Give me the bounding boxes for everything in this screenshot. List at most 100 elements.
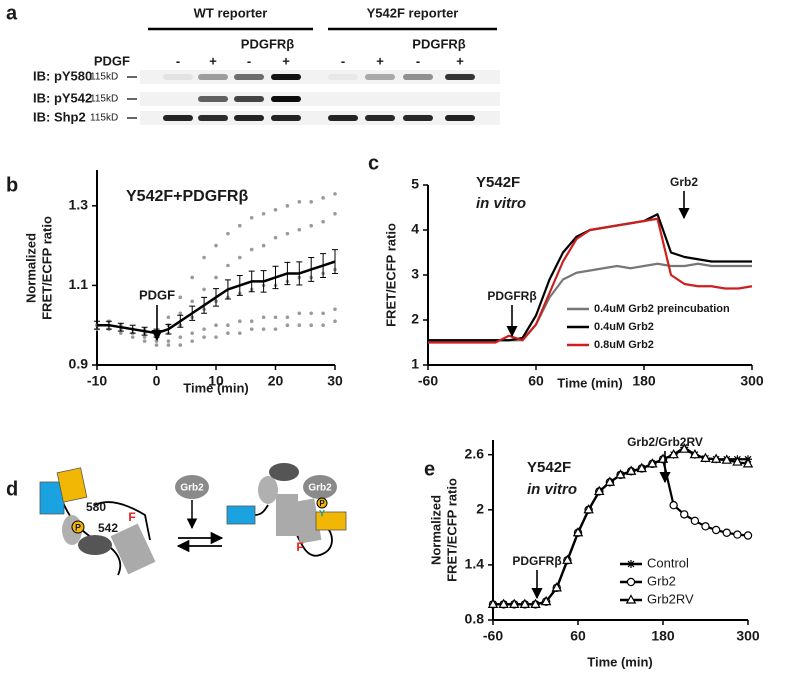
error-bar — [308, 257, 315, 282]
point — [142, 335, 147, 339]
treatment-label: PDGF — [94, 53, 130, 68]
point — [261, 315, 266, 320]
legend-label: Control — [647, 555, 689, 570]
point — [261, 211, 266, 216]
x-axis-label: Time (min) — [587, 654, 653, 669]
lane-sign: + — [376, 53, 384, 68]
point — [226, 323, 230, 328]
point — [669, 501, 678, 510]
x-tick-label: 0 — [153, 373, 161, 389]
band — [271, 74, 301, 80]
size-label: 115kD — [90, 94, 118, 105]
band — [328, 74, 358, 80]
group-label: Y542F reporter — [367, 5, 459, 20]
y-tick-label: 0.8 — [465, 611, 485, 627]
point — [572, 527, 584, 537]
error-bar — [165, 323, 172, 335]
point — [625, 465, 637, 475]
point — [722, 528, 731, 537]
point — [273, 235, 278, 240]
point — [273, 207, 278, 212]
sh2-domain — [269, 463, 299, 481]
y-axis-label: Normalized — [428, 495, 443, 565]
point — [732, 456, 743, 466]
point — [226, 263, 230, 268]
point — [583, 504, 594, 514]
lane-sign: - — [247, 53, 251, 68]
y-tick-label: 2.6 — [465, 445, 485, 461]
point — [202, 287, 206, 292]
band — [234, 96, 264, 102]
point — [285, 323, 290, 328]
antibody-label: IB: Shp2 — [33, 109, 86, 124]
point — [178, 311, 183, 316]
antibody-label: IB: pY580 — [33, 68, 92, 83]
point — [297, 227, 302, 232]
phospho-label: P — [319, 499, 325, 508]
error-bar — [260, 270, 267, 293]
point — [214, 335, 218, 339]
annotation: PDGFRβ — [487, 289, 536, 303]
ptp-domain — [292, 498, 322, 544]
y-axis-label: Normalized — [23, 233, 38, 303]
panel-label: b — [6, 174, 18, 196]
band — [271, 115, 301, 121]
point — [321, 196, 325, 200]
point — [519, 598, 531, 608]
point — [721, 454, 732, 464]
annotation: PDGF — [139, 287, 175, 302]
legend-label: Grb2RV — [647, 591, 694, 606]
site-label: 580 — [86, 500, 106, 514]
residue-label: Y — [319, 508, 325, 518]
lane-sign: + — [456, 53, 464, 68]
error-bar — [117, 322, 124, 332]
error-bar — [189, 305, 196, 321]
point — [540, 595, 552, 606]
point — [679, 443, 690, 453]
legend-marker — [625, 594, 637, 604]
annotation: PDGFRβ — [512, 554, 561, 568]
point — [190, 331, 194, 335]
error-bar — [201, 296, 208, 314]
x-tick-label: -10 — [87, 373, 107, 389]
point — [333, 211, 337, 216]
error-bar — [177, 314, 184, 328]
ptp-domain — [276, 494, 298, 536]
y-tick-label: 5 — [411, 176, 419, 192]
y-tick-label: 1.4 — [465, 556, 485, 572]
point — [238, 331, 242, 335]
annotation: in vitro — [527, 481, 577, 498]
point — [214, 323, 218, 328]
y-tick-label: 2 — [476, 500, 484, 516]
error-bar — [94, 320, 100, 330]
ptp-domain — [110, 523, 156, 575]
group-label: WT reporter — [194, 5, 268, 20]
point — [743, 531, 753, 540]
error-bar — [141, 326, 148, 336]
y-axis-label: FRET/ECFP ratio — [444, 478, 459, 582]
x-tick-label: 60 — [570, 628, 586, 644]
error-bar — [105, 320, 112, 330]
annotation: Grb2/Grb2RV — [627, 435, 703, 449]
y-tick-label: 1.3 — [69, 197, 89, 213]
grb2-label: Grb2 — [180, 483, 204, 494]
point — [249, 247, 254, 252]
panel-label: a — [6, 2, 18, 24]
point — [309, 223, 314, 228]
error-bar — [236, 274, 243, 296]
sh2-domain — [78, 535, 112, 555]
grb2 — [175, 475, 209, 499]
cotransfection-label: PDGFRβ — [412, 36, 466, 51]
point — [668, 448, 679, 459]
point — [333, 192, 337, 196]
blot-strip — [140, 70, 500, 84]
point — [273, 327, 278, 331]
point — [690, 516, 700, 526]
error-bar — [320, 253, 327, 278]
point — [178, 335, 183, 339]
point — [297, 323, 302, 328]
band — [365, 74, 395, 80]
point — [285, 315, 290, 320]
point — [166, 339, 171, 343]
